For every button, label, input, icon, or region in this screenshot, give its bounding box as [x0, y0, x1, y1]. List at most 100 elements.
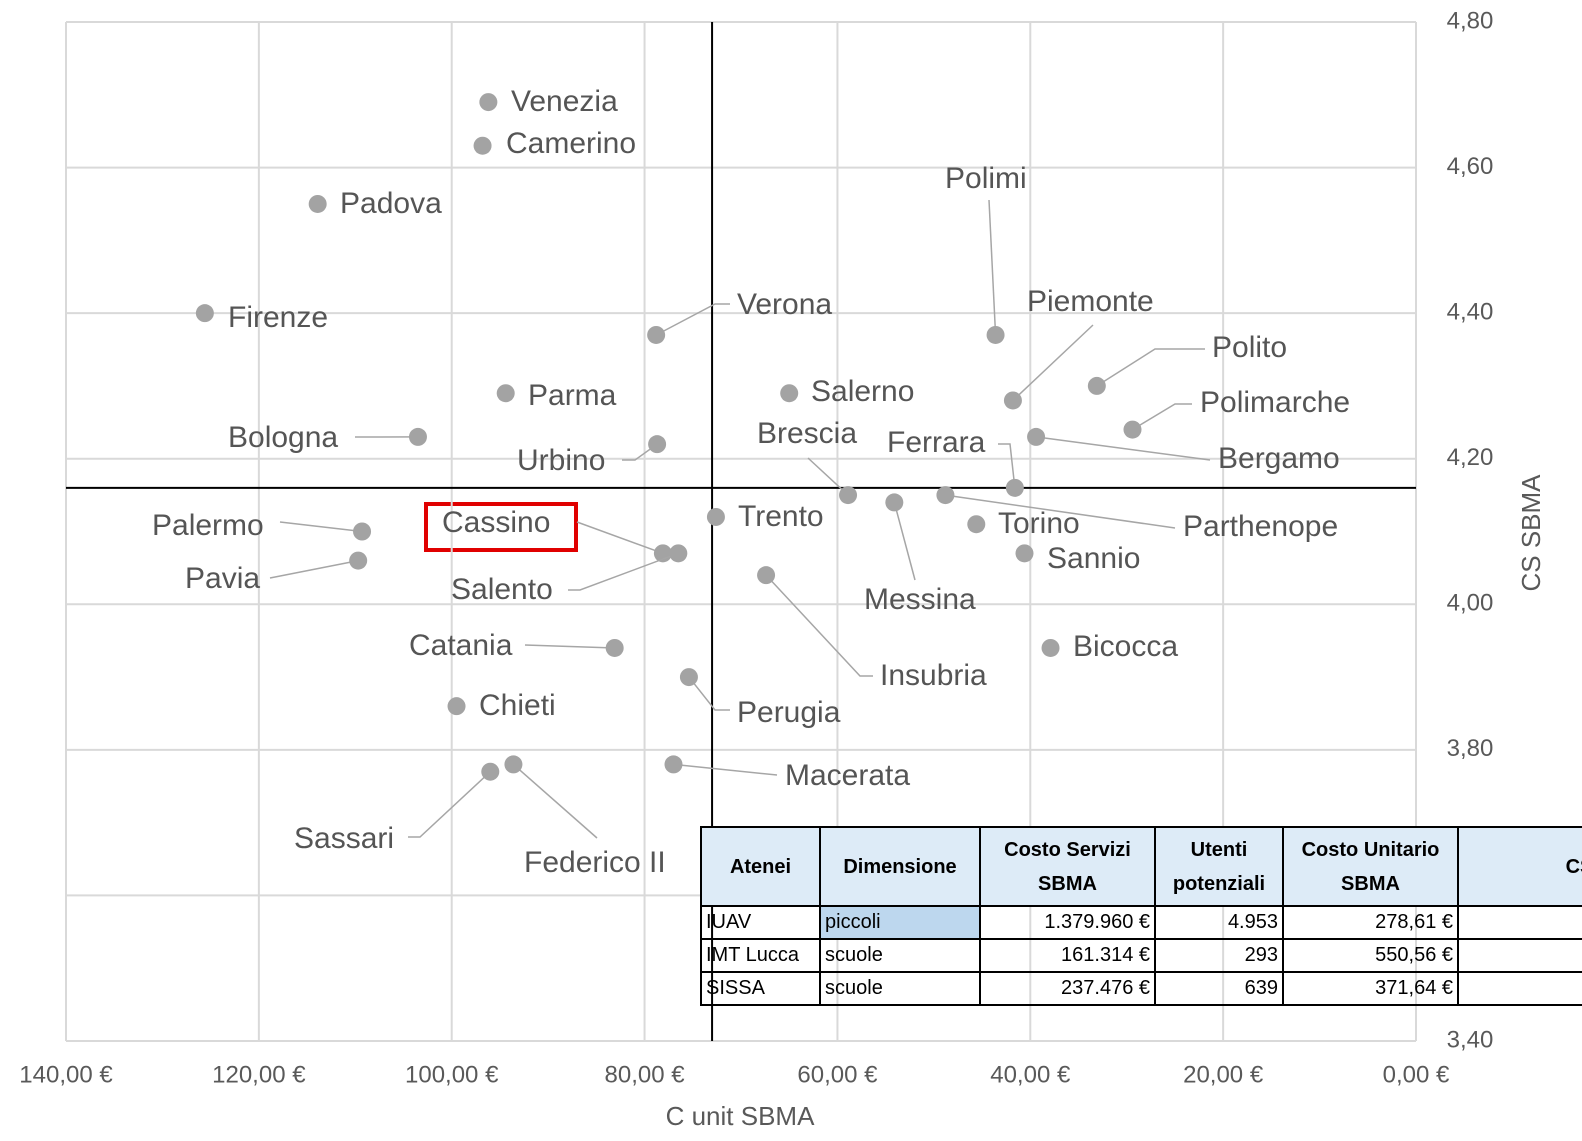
data-point — [479, 93, 498, 112]
point-label: Parma — [528, 379, 617, 412]
table-cell: 639 — [1154, 971, 1284, 1006]
column-header: Costo Servizi SBMA — [979, 826, 1156, 907]
point-label: Firenze — [228, 301, 328, 334]
table-cell: 5,00 — [1457, 971, 1582, 1006]
y-tick-label: 3,80 — [1447, 735, 1494, 762]
data-point — [647, 325, 666, 344]
leader-line — [279, 521, 363, 533]
table-cell: scuole — [819, 971, 981, 1006]
leader-line — [988, 199, 997, 336]
table-cell: 4,91 — [1457, 938, 1582, 973]
table-cell: 1.379.960 € — [979, 905, 1156, 940]
point-label: Urbino — [517, 444, 605, 477]
table-header: Atenei Dimensione Costo Servizi SBMA Utenti… — [700, 826, 1582, 907]
point-label: Piemonte — [1027, 285, 1154, 318]
point-label: Camerino — [506, 127, 636, 160]
point-label: Pavia — [185, 562, 260, 595]
data-point — [1003, 391, 1022, 410]
table-cell: 371,64 € — [1282, 971, 1459, 1006]
leader-line — [576, 521, 664, 555]
table-cell: 4.953 — [1154, 905, 1284, 940]
table-cell: IUAV — [700, 905, 821, 940]
y-tick-label: 3,40 — [1447, 1026, 1494, 1053]
point-label: Chieti — [479, 689, 556, 722]
data-point — [1041, 638, 1060, 657]
point-label: Messina — [864, 583, 976, 616]
data-point — [780, 384, 799, 403]
y-axis-title: CS SBMA — [1516, 474, 1546, 592]
point-label: Federico II — [524, 846, 666, 879]
leader-line — [1096, 348, 1205, 387]
point-label: Polito — [1212, 331, 1287, 364]
x-tick-label: 140,00 € — [19, 1061, 113, 1088]
leader-line — [568, 552, 679, 591]
point-label: Catania — [409, 629, 513, 662]
data-point — [504, 755, 523, 774]
point-label: Trento — [738, 500, 824, 533]
data-point — [353, 522, 372, 541]
table-cell: 237.476 € — [979, 971, 1156, 1006]
table-cell: SISSA — [700, 971, 821, 1006]
data-point — [447, 697, 466, 716]
leader-line — [688, 676, 730, 711]
point-label: Salento — [451, 573, 553, 606]
data-point — [605, 638, 624, 657]
point-label: Macerata — [785, 759, 910, 792]
leader-line — [1035, 436, 1211, 461]
data-point — [936, 486, 955, 505]
column-header: Dimensione — [819, 826, 981, 907]
point-label: Polimarche — [1200, 386, 1350, 419]
column-header: Costo Unitario SBMA — [1282, 826, 1459, 907]
point-label: Ferrara — [887, 426, 986, 459]
x-tick-label: 60,00 € — [797, 1061, 878, 1088]
point-label: Cassino — [442, 506, 550, 539]
point-label: Sannio — [1047, 542, 1140, 575]
table-cell: 4,55 — [1457, 905, 1582, 940]
leader-line — [622, 443, 658, 461]
y-tick-label: 4,80 — [1447, 7, 1494, 34]
point-label: Polimi — [945, 162, 1027, 195]
data-point — [1015, 544, 1034, 563]
x-tick-label: 100,00 € — [405, 1061, 499, 1088]
leader-line — [1132, 403, 1192, 431]
data-table-container: Atenei Dimensione Costo Servizi SBMA Utenti… — [700, 826, 1582, 1012]
point-label: Perugia — [737, 696, 841, 729]
point-label: Insubria — [880, 659, 987, 692]
data-point — [308, 194, 327, 213]
column-header: Atenei — [700, 826, 821, 907]
x-tick-label: 80,00 € — [605, 1061, 686, 1088]
table-cell: 293 — [1154, 938, 1284, 973]
data-point — [496, 384, 515, 403]
table-cell: 161.314 € — [979, 938, 1156, 973]
column-header: CS — [1457, 826, 1582, 907]
leader-line — [765, 574, 873, 677]
y-tick-label: 4,40 — [1447, 298, 1494, 325]
leader-line — [408, 771, 491, 838]
table-cell: 550,56 € — [1282, 938, 1459, 973]
point-label: Bicocca — [1073, 630, 1178, 663]
leader-line — [998, 443, 1016, 488]
x-axis-title: C unit SBMA — [666, 1101, 815, 1131]
data-point — [1123, 420, 1142, 439]
data-point — [669, 544, 688, 563]
table-cell: piccoli — [819, 905, 981, 940]
data-point — [839, 486, 858, 505]
data-table: Atenei Dimensione Costo Servizi SBMA Utenti… — [700, 826, 1582, 1006]
x-tick-label: 120,00 € — [212, 1061, 306, 1088]
table-cell: scuole — [819, 938, 981, 973]
point-label: Bologna — [228, 421, 338, 454]
leader-line — [807, 457, 849, 496]
point-label: Venezia — [511, 85, 618, 118]
point-label: Verona — [737, 288, 832, 321]
point-label: Palermo — [152, 509, 264, 542]
leader-line — [512, 763, 598, 839]
point-label: Parthenope — [1183, 510, 1338, 543]
leader-line — [269, 559, 359, 579]
point-label: Brescia — [757, 417, 857, 450]
